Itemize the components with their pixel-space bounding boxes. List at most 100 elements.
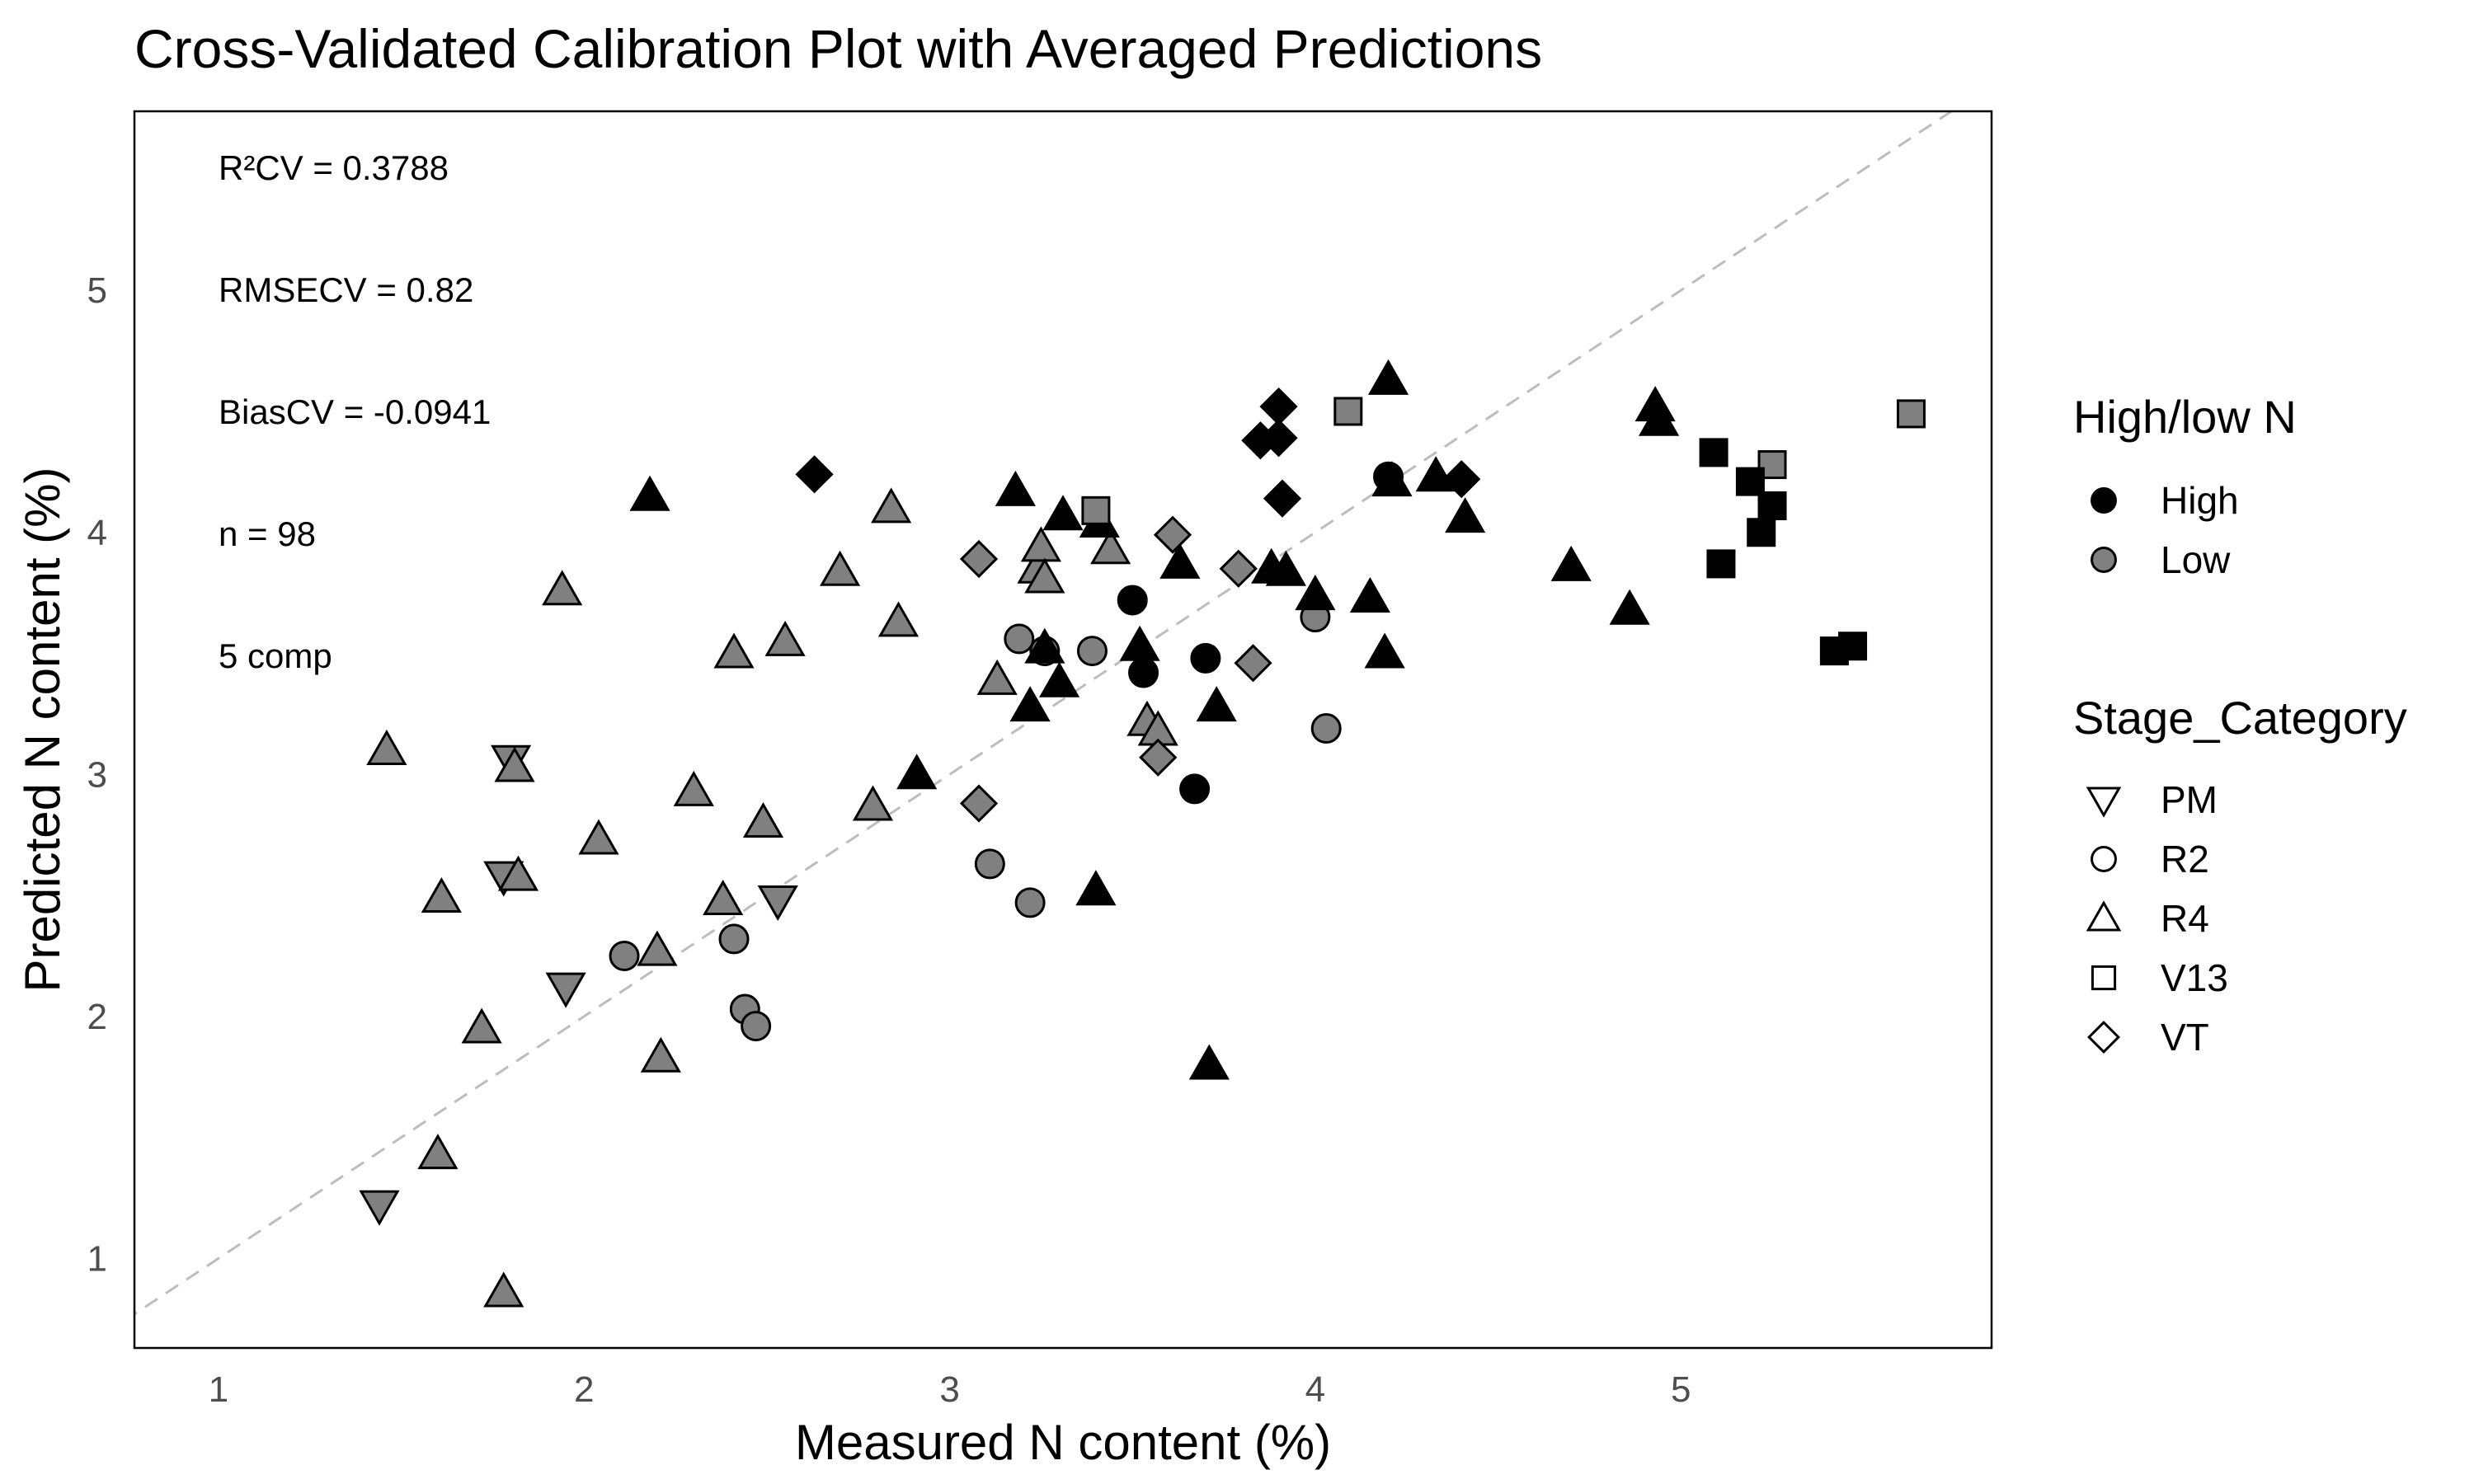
data-point bbox=[1119, 625, 1160, 661]
data-point bbox=[1190, 642, 1221, 674]
data-point bbox=[1014, 887, 1046, 918]
legend-label: VT bbox=[2161, 1016, 2209, 1059]
data-point bbox=[609, 940, 640, 971]
data-point bbox=[1090, 528, 1131, 565]
data-point bbox=[640, 1036, 681, 1073]
legend-label: PM bbox=[2161, 778, 2218, 821]
legend-key-vt bbox=[2087, 1021, 2120, 1054]
data-point bbox=[1442, 460, 1481, 499]
data-points bbox=[359, 359, 1926, 1308]
legend: High/low N High Low Stage_Category PM R2 R4… bbox=[2073, 391, 2407, 1059]
data-point bbox=[1038, 661, 1080, 697]
data-point bbox=[1259, 419, 1298, 458]
legend-shape-items: PM R2 R4 V13 VT bbox=[2086, 778, 2228, 1059]
data-point bbox=[483, 1271, 524, 1308]
data-point bbox=[494, 746, 535, 782]
data-point bbox=[578, 819, 619, 855]
metrics-annotations: R²CV = 0.3788 RMSECV = 0.82 BiasCV = -0.09… bbox=[219, 148, 491, 675]
x-tick-label: 3 bbox=[939, 1369, 959, 1410]
data-point bbox=[1024, 557, 1065, 594]
metric-annotation: R²CV = 0.3788 bbox=[219, 148, 449, 187]
data-point bbox=[1333, 397, 1363, 426]
data-point bbox=[1747, 518, 1776, 547]
data-point bbox=[703, 879, 744, 915]
data-point bbox=[421, 876, 462, 913]
data-point bbox=[1042, 495, 1084, 531]
data-point bbox=[1219, 549, 1258, 588]
plot-panel-border bbox=[133, 110, 1993, 1350]
data-point bbox=[795, 455, 834, 494]
x-axis-ticks: 1 2 3 4 5 bbox=[209, 1369, 1691, 1410]
data-point bbox=[871, 487, 912, 524]
data-point bbox=[974, 848, 1005, 880]
y-tick-label: 5 bbox=[87, 270, 107, 311]
data-point bbox=[1838, 632, 1868, 661]
data-point bbox=[1179, 773, 1211, 805]
data-point bbox=[673, 770, 714, 806]
data-point bbox=[1735, 467, 1765, 496]
data-point bbox=[852, 785, 894, 821]
data-point bbox=[1075, 870, 1117, 906]
legend-shape-title: Stage_Category bbox=[2073, 692, 2407, 744]
data-point bbox=[1265, 550, 1307, 586]
legend-fill-items: High Low bbox=[2091, 479, 2239, 581]
data-point bbox=[1310, 713, 1342, 744]
data-point bbox=[1196, 686, 1237, 722]
y-tick-label: 3 bbox=[87, 754, 107, 795]
y-axis-ticks: 1 2 3 4 5 bbox=[87, 270, 107, 1279]
data-point bbox=[1364, 632, 1405, 669]
data-point bbox=[1415, 456, 1456, 492]
legend-fill-title: High/low N bbox=[2073, 391, 2297, 443]
metric-annotation: n = 98 bbox=[219, 514, 316, 553]
data-point bbox=[819, 550, 861, 586]
data-point bbox=[995, 470, 1036, 506]
data-point bbox=[713, 632, 755, 669]
data-point bbox=[1024, 627, 1065, 664]
legend-label: R4 bbox=[2161, 897, 2209, 940]
data-point bbox=[1706, 549, 1736, 579]
data-point bbox=[1020, 526, 1061, 562]
data-point bbox=[976, 659, 1018, 695]
data-point bbox=[545, 972, 586, 1008]
x-tick-label: 2 bbox=[574, 1369, 594, 1410]
data-point bbox=[1153, 515, 1192, 554]
data-point bbox=[742, 801, 784, 838]
legend-key-low bbox=[2091, 547, 2117, 573]
metric-annotation: BiasCV = -0.0941 bbox=[219, 392, 491, 431]
data-point bbox=[366, 729, 407, 765]
metric-annotation: 5 comp bbox=[219, 636, 332, 675]
data-point bbox=[877, 601, 920, 637]
data-point bbox=[1445, 497, 1486, 533]
data-point bbox=[1371, 461, 1413, 497]
data-point bbox=[1117, 585, 1148, 616]
data-point bbox=[1367, 359, 1409, 395]
data-point bbox=[417, 1134, 459, 1170]
x-tick-label: 1 bbox=[209, 1369, 228, 1410]
legend-label: R2 bbox=[2161, 838, 2209, 881]
data-point bbox=[1295, 575, 1336, 611]
data-point bbox=[1609, 589, 1650, 625]
data-point bbox=[1159, 542, 1201, 579]
plot-area: R²CV = 0.3788 RMSECV = 0.82 BiasCV = -0.09… bbox=[133, 110, 1993, 1350]
data-point bbox=[1081, 495, 1111, 525]
data-point bbox=[542, 570, 583, 606]
data-point bbox=[959, 784, 999, 823]
data-point bbox=[637, 930, 678, 966]
data-point bbox=[1128, 657, 1159, 688]
legend-key-pm bbox=[2086, 787, 2122, 818]
data-point bbox=[359, 1190, 400, 1226]
y-tick-label: 1 bbox=[87, 1238, 107, 1279]
x-axis-title: Measured N content (%) bbox=[795, 1415, 1331, 1470]
data-point bbox=[1188, 1044, 1230, 1080]
legend-label: Low bbox=[2161, 538, 2231, 581]
legend-key-high bbox=[2091, 487, 2117, 514]
data-point bbox=[1263, 479, 1302, 518]
data-point bbox=[741, 1011, 772, 1042]
chart-title: Cross-Validated Calibration Plot with Av… bbox=[134, 18, 1542, 79]
data-point bbox=[1639, 400, 1680, 436]
data-point bbox=[629, 475, 670, 511]
legend-label: V13 bbox=[2161, 956, 2228, 999]
data-point bbox=[1139, 738, 1178, 777]
data-point bbox=[1004, 623, 1035, 655]
